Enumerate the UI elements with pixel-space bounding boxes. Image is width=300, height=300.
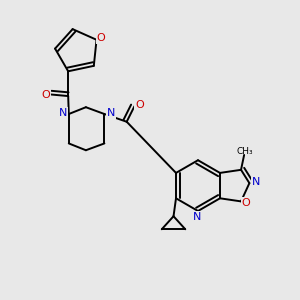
Text: O: O — [242, 198, 250, 208]
Text: O: O — [97, 33, 106, 43]
Text: N: N — [193, 212, 202, 222]
Text: O: O — [41, 89, 50, 100]
Text: N: N — [251, 177, 260, 187]
Text: O: O — [135, 100, 144, 110]
Text: N: N — [58, 108, 67, 118]
Text: N: N — [106, 108, 115, 118]
Text: CH₃: CH₃ — [236, 147, 253, 156]
